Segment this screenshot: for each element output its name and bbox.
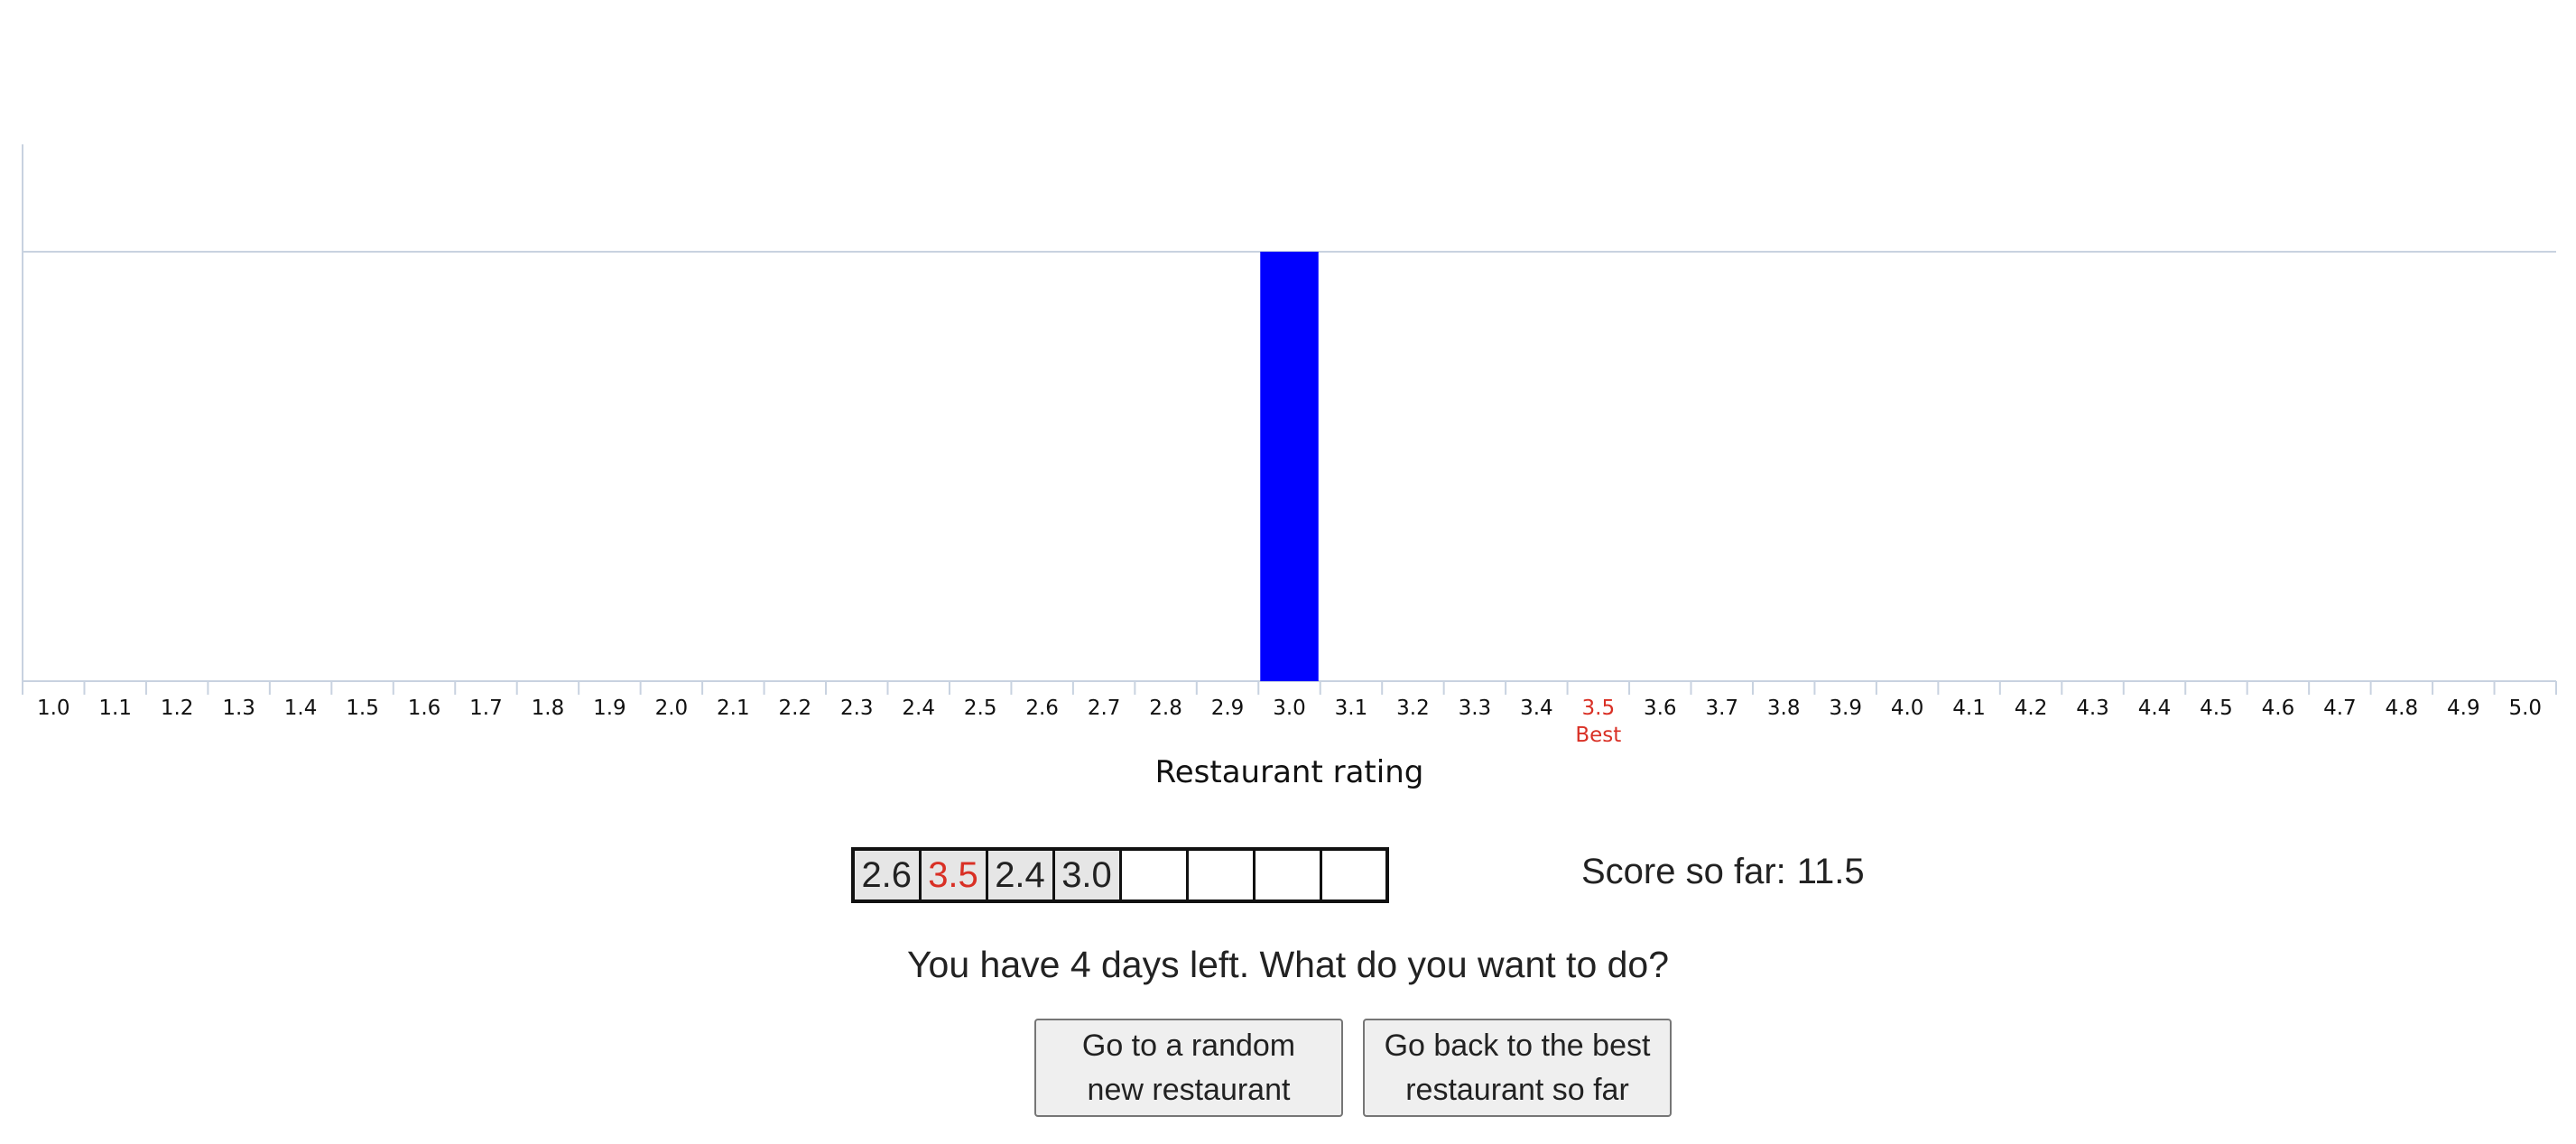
- x-tick-label: 2.7: [1088, 697, 1121, 720]
- x-tick-label: 4.3: [2076, 697, 2109, 720]
- x-tick-label: 1.0: [37, 697, 70, 720]
- x-axis-title: Restaurant rating: [1155, 754, 1424, 790]
- history-cell-filled: 2.4: [985, 847, 1055, 903]
- history-cell-filled: 2.6: [851, 847, 922, 903]
- x-tick-label: 4.5: [2200, 697, 2233, 720]
- x-tick-label: 1.1: [98, 697, 132, 720]
- x-tick-label: 1.6: [408, 697, 441, 720]
- history-cell-empty: [1118, 847, 1189, 903]
- x-tick-label: 1.8: [532, 697, 565, 720]
- x-tick-label: 2.0: [655, 697, 689, 720]
- x-tick-label: 4.9: [2447, 697, 2480, 720]
- x-tick-label: 4.8: [2386, 697, 2419, 720]
- history-cell-empty: [1319, 847, 1389, 903]
- score-display: Score so far: 11.5: [1581, 852, 1865, 892]
- score-label: Score so far:: [1581, 852, 1786, 891]
- history-cell-filled: 3.5: [918, 847, 988, 903]
- x-tick-label: 4.6: [2262, 697, 2295, 720]
- history-cell-empty: [1185, 847, 1256, 903]
- x-tick-label: 3.6: [1644, 697, 1677, 720]
- x-tick-label: 5.0: [2508, 697, 2542, 720]
- x-tick-label: 2.1: [717, 697, 750, 720]
- x-tick-label: 2.5: [964, 697, 997, 720]
- history-cell-empty: [1252, 847, 1322, 903]
- x-tick-label: 3.1: [1335, 697, 1368, 720]
- x-tick-label: 2.9: [1211, 697, 1245, 720]
- x-tick-label: 2.2: [779, 697, 812, 720]
- x-tick-label: 3.8: [1767, 697, 1801, 720]
- x-tick-label: 3.4: [1520, 697, 1553, 720]
- x-tick-label: 4.4: [2138, 697, 2172, 720]
- x-tick-label: 1.3: [222, 697, 255, 720]
- best-rating-marker: Best: [1575, 724, 1621, 747]
- history-cell-filled: 3.0: [1052, 847, 1122, 903]
- visit-history-strip: 2.6 3.5 2.4 3.0: [851, 847, 1389, 903]
- x-tick-label: 4.0: [1891, 697, 1924, 720]
- score-value: 11.5: [1796, 852, 1865, 891]
- rating-histogram-chart: 1.0 1.1 1.2 1.3 1.4 1.5 1.6 1.7 1.8 1.9 2.0 2.1 2.2 2…: [22, 144, 2557, 790]
- x-tick-label: 4.1: [1952, 697, 1986, 720]
- x-tick-label: 4.7: [2323, 697, 2357, 720]
- x-tick-label: 1.4: [284, 697, 318, 720]
- x-tick-label: 2.6: [1025, 697, 1059, 720]
- x-tick-label: 4.2: [2015, 697, 2048, 720]
- best-button-line-1: Go back to the best: [1384, 1028, 1651, 1063]
- x-tick-label: 1.2: [161, 697, 194, 720]
- x-tick-label: 1.5: [346, 697, 379, 720]
- x-tick-label: 3.7: [1705, 697, 1738, 720]
- random-button-line-2: new restaurant: [1087, 1072, 1291, 1107]
- days-left-prompt: You have 4 days left. What do you want t…: [906, 944, 1670, 985]
- bar-3.0: [1260, 252, 1319, 681]
- random-restaurant-button[interactable]: Go to a random new restaurant: [1034, 1019, 1343, 1117]
- x-tick-label: 1.7: [469, 697, 503, 720]
- x-tick-label: 1.9: [593, 697, 626, 720]
- x-tick-label: 3.2: [1396, 697, 1430, 720]
- x-tick-label: 3.5: [1582, 697, 1616, 720]
- visit-history-row: 2.6 3.5 2.4 3.0: [851, 847, 1389, 903]
- x-tick-label: 2.3: [840, 697, 874, 720]
- random-button-line-1: Go to a random: [1081, 1028, 1296, 1063]
- x-tick-label: 3.0: [1273, 697, 1306, 720]
- x-tick-label: 2.8: [1149, 697, 1182, 720]
- x-tick-label: 3.9: [1829, 697, 1862, 720]
- best-restaurant-button[interactable]: Go back to the best restaurant so far: [1363, 1019, 1672, 1117]
- x-tick-label: 3.3: [1459, 697, 1492, 720]
- x-tick-label: 2.4: [902, 697, 935, 720]
- best-button-line-2: restaurant so far: [1405, 1072, 1629, 1107]
